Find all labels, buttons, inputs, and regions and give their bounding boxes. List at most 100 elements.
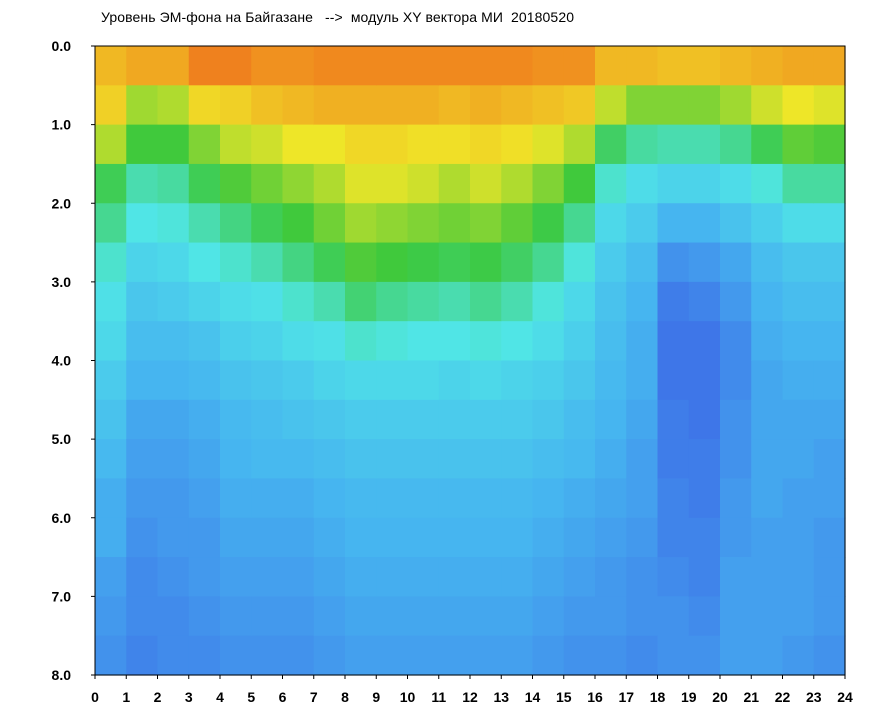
x-tick-label: 11	[431, 689, 446, 705]
heatmap-cell	[813, 46, 846, 86]
x-tick-label: 15	[556, 689, 572, 705]
heatmap-cell	[501, 557, 534, 597]
heatmap-cell	[657, 203, 690, 244]
heatmap-cell	[157, 242, 190, 283]
heatmap-cell	[657, 124, 690, 165]
y-tick-label: 7.0	[52, 588, 72, 604]
heatmap-cell	[282, 399, 315, 440]
heatmap-cell	[751, 321, 784, 362]
heatmap-cell	[720, 85, 752, 126]
x-tick-label: 7	[310, 689, 318, 705]
heatmap-cell	[188, 46, 221, 86]
heatmap-cell	[188, 281, 221, 322]
heatmap-cell	[188, 203, 221, 244]
heatmap-cell	[126, 242, 159, 283]
heatmap-cell	[720, 124, 752, 165]
heatmap-cell	[595, 163, 627, 204]
heatmap-cell	[188, 439, 221, 480]
heatmap-cell	[626, 517, 659, 558]
heatmap-cell	[626, 557, 659, 597]
heatmap-cell	[657, 242, 690, 283]
heatmap-cell	[813, 242, 846, 283]
heatmap-cell	[313, 203, 346, 244]
heatmap-cell	[470, 635, 502, 676]
heatmap-cell	[95, 321, 127, 362]
y-tick-label: 1.0	[52, 117, 72, 133]
heatmap-cell	[751, 85, 784, 126]
heatmap-cell	[657, 281, 690, 322]
heatmap-cell	[95, 557, 127, 597]
heatmap-cell	[95, 242, 127, 283]
heatmap-cell	[782, 517, 815, 558]
heatmap-cell	[595, 85, 627, 126]
heatmap-cell	[563, 439, 596, 480]
heatmap-cell	[157, 124, 190, 165]
heatmap-cell	[188, 635, 221, 676]
heatmap-cell	[251, 242, 284, 283]
heatmap-cell	[813, 281, 846, 322]
heatmap-cell	[376, 46, 409, 86]
heatmap-cell	[407, 163, 440, 204]
heatmap-cell	[313, 596, 346, 637]
heatmap-cell	[782, 85, 815, 126]
heatmap-cell	[470, 242, 502, 283]
heatmap-cell	[751, 635, 784, 676]
heatmap-cell	[126, 360, 159, 401]
heatmap-cell	[157, 321, 190, 362]
heatmap-cell	[95, 517, 127, 558]
heatmap-cell	[532, 203, 565, 244]
heatmap-cell	[313, 46, 346, 86]
heatmap-cell	[595, 596, 627, 637]
heatmap-cell	[563, 281, 596, 322]
heatmap-cell	[407, 46, 440, 86]
heatmap-cell	[532, 439, 565, 480]
heatmap-cell	[376, 557, 409, 597]
heatmap-cell	[782, 203, 815, 244]
heatmap-cell	[95, 360, 127, 401]
heatmap-cell	[532, 557, 565, 597]
heatmap-cell	[751, 439, 784, 480]
heatmap-cell	[595, 242, 627, 283]
heatmap-cell	[626, 439, 659, 480]
heatmap-cell	[595, 46, 627, 86]
heatmap-cell	[688, 163, 721, 204]
heatmap-cell	[813, 399, 846, 440]
heatmap-cell	[220, 635, 252, 676]
heatmap-cell	[376, 360, 409, 401]
heatmap-cell	[782, 399, 815, 440]
heatmap-cell	[720, 478, 752, 519]
heatmap-cell	[720, 360, 752, 401]
heatmap-cell	[813, 124, 846, 165]
heatmap-cell	[813, 163, 846, 204]
heatmap-cell	[657, 635, 690, 676]
heatmap-cell	[345, 321, 377, 362]
heatmap-cell	[376, 242, 409, 283]
heatmap-cell	[313, 517, 346, 558]
heatmap-cell	[532, 399, 565, 440]
heatmap-cell	[501, 635, 534, 676]
heatmap-cell	[532, 478, 565, 519]
heatmap-cell	[470, 203, 502, 244]
heatmap-cell	[782, 46, 815, 86]
heatmap-cell	[470, 360, 502, 401]
heatmap-cell	[688, 321, 721, 362]
heatmap-cell	[595, 557, 627, 597]
heatmap-cell	[657, 399, 690, 440]
heatmap-cell	[220, 124, 252, 165]
heatmap-cell	[407, 124, 440, 165]
heatmap-cell	[345, 242, 377, 283]
heatmap-cell	[782, 557, 815, 597]
heatmap-cell	[95, 124, 127, 165]
x-tick-label: 20	[712, 689, 728, 705]
heatmap-cell	[626, 281, 659, 322]
heatmap-cell	[220, 203, 252, 244]
heatmap-cell	[438, 46, 471, 86]
heatmap-cell	[376, 478, 409, 519]
x-tick-label: 2	[154, 689, 162, 705]
heatmap-cell	[126, 439, 159, 480]
heatmap-cell	[563, 557, 596, 597]
heatmap-cell	[220, 517, 252, 558]
heatmap-cell	[188, 557, 221, 597]
heatmap-cell	[470, 557, 502, 597]
